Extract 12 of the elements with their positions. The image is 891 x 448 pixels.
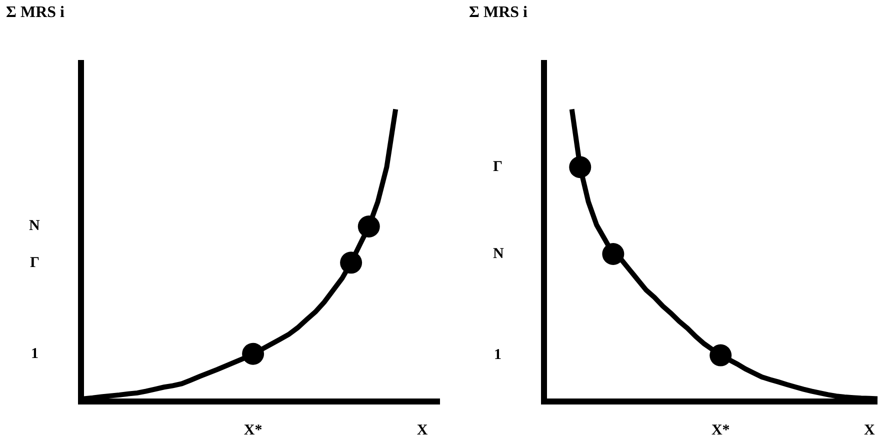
x-tick-label: X*: [711, 422, 730, 439]
text: 1: [494, 347, 502, 363]
text: N: [29, 218, 40, 234]
text: Γ: [493, 159, 503, 175]
y-axis-title: Σ MRS i: [469, 4, 528, 21]
text: Γ: [30, 255, 40, 271]
x-tick-label: X: [864, 422, 875, 439]
x-tick-label: X: [416, 422, 428, 439]
text: N: [493, 246, 504, 262]
y-axis-title: Σ MRS i: [6, 4, 66, 21]
x-tick-label: X*: [244, 422, 262, 439]
text: 1: [31, 346, 38, 362]
